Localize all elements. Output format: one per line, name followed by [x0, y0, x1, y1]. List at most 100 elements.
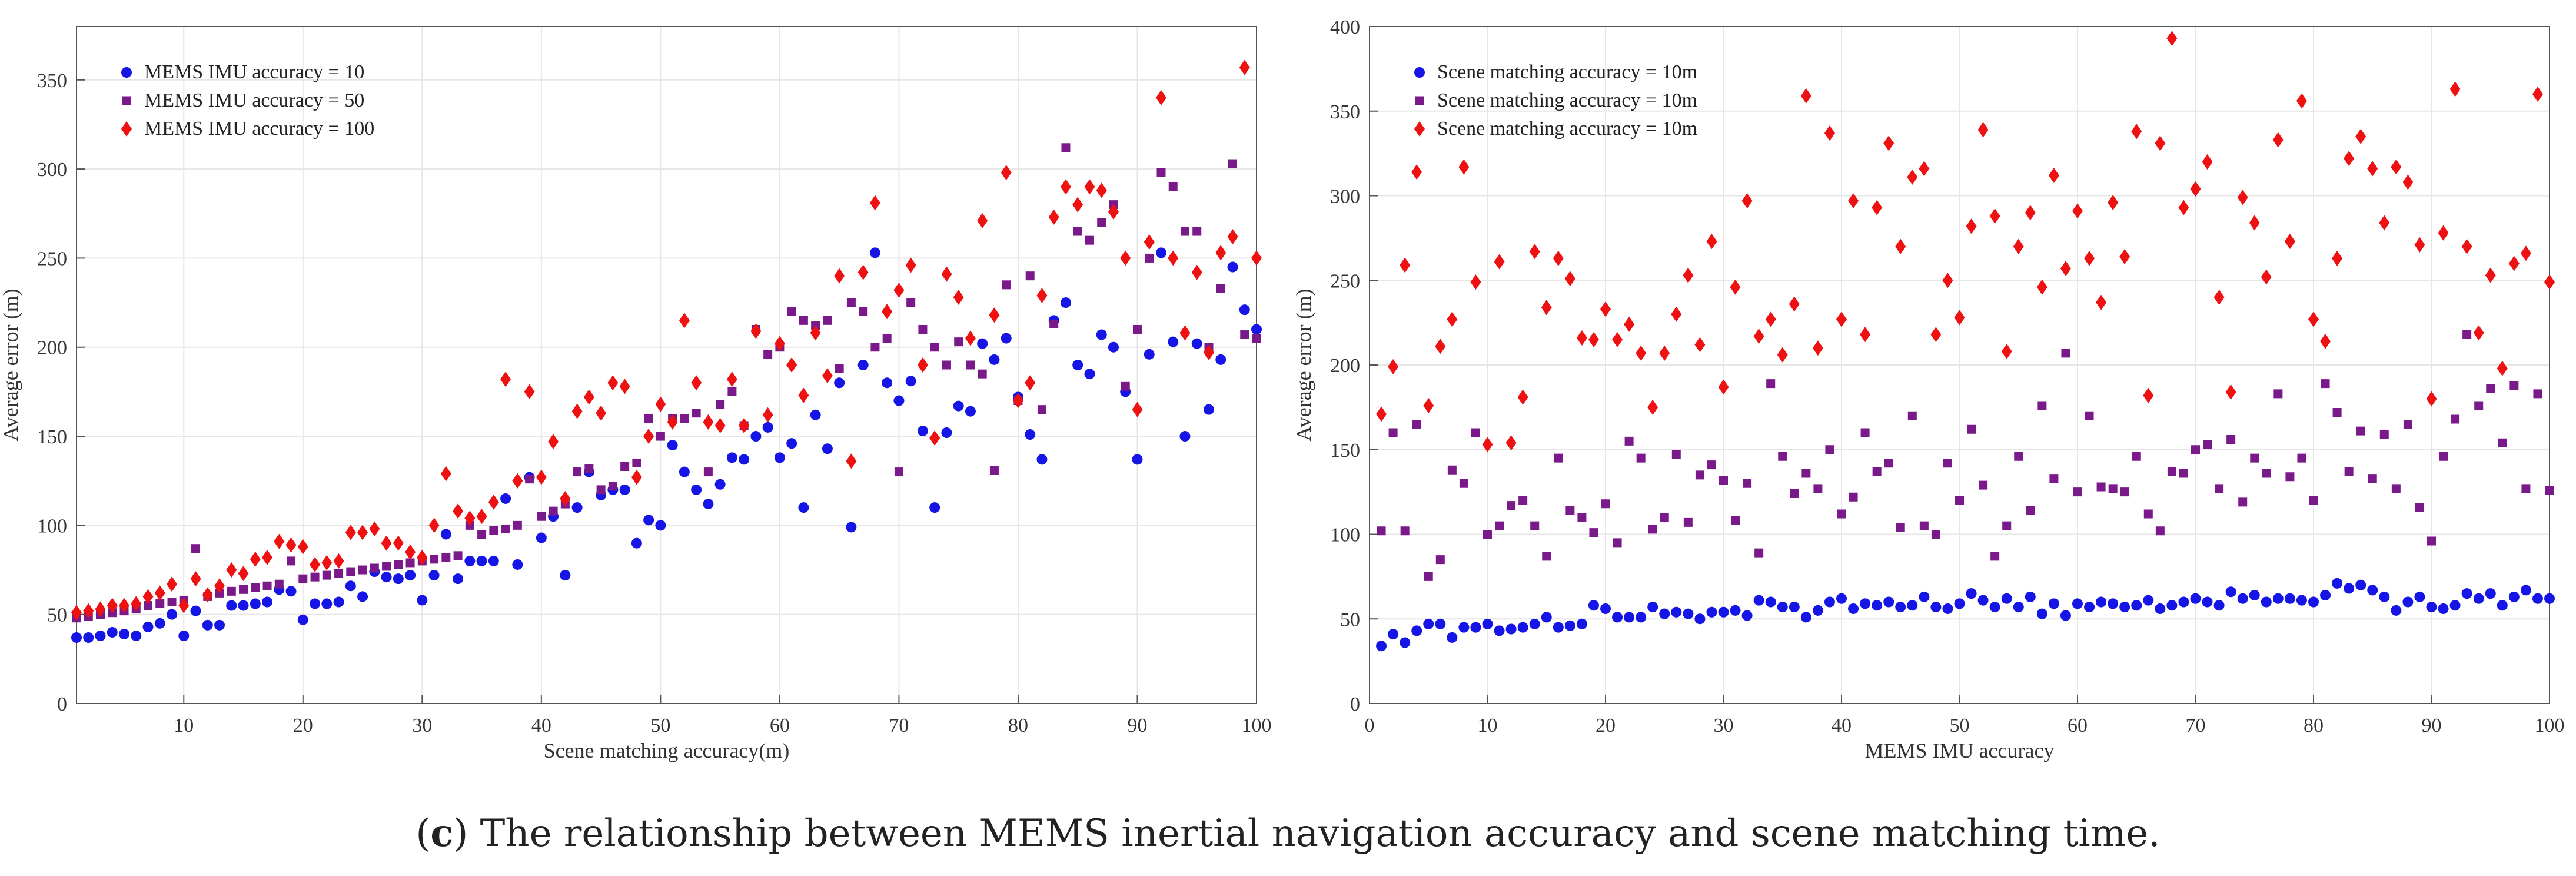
data-point [107, 598, 118, 613]
data-point [1025, 271, 1035, 281]
data-point [2368, 474, 2377, 483]
data-point [488, 495, 499, 510]
data-point [1872, 200, 1883, 215]
data-point [1683, 517, 1693, 527]
data-point [1517, 389, 1528, 405]
data-point [786, 357, 797, 373]
caption-label: c [430, 811, 454, 855]
data-point [131, 596, 142, 612]
data-point [1577, 513, 1587, 522]
data-point [226, 600, 237, 611]
data-point [571, 502, 583, 513]
data-point [1753, 328, 1764, 344]
data-point [859, 307, 868, 316]
data-point [370, 563, 379, 573]
data-point [1741, 610, 1753, 621]
data-point [1156, 168, 1166, 177]
data-point [214, 578, 225, 594]
data-point [1470, 274, 1481, 290]
data-point [298, 574, 308, 583]
data-point [1907, 600, 1918, 611]
data-point [2461, 588, 2472, 599]
data-point [357, 525, 368, 540]
data-point [2237, 593, 2248, 604]
data-point [643, 515, 654, 526]
data-point [1025, 429, 1036, 440]
data-point [1671, 306, 1682, 322]
data-point [1706, 606, 1717, 618]
data-point [1789, 296, 1800, 312]
data-point [1179, 431, 1191, 442]
data-point [1613, 538, 1622, 548]
data-point [2379, 591, 2390, 602]
data-point [2237, 190, 2248, 205]
data-point [2120, 487, 2129, 497]
data-point [1977, 122, 1989, 138]
data-point [917, 425, 928, 436]
data-point [1836, 593, 1847, 604]
data-point [1495, 521, 1504, 530]
data-point [2485, 267, 2496, 283]
data-point [822, 443, 833, 454]
data-point [834, 377, 845, 389]
data-point [1240, 330, 1249, 340]
data-point [1447, 311, 1458, 327]
data-point [2178, 200, 2189, 215]
data-point [1825, 445, 1834, 454]
data-point [929, 502, 940, 513]
data-point [893, 282, 905, 298]
data-point [2367, 585, 2378, 596]
data-point [798, 502, 809, 513]
data-point [525, 474, 534, 484]
data-point [285, 586, 297, 597]
data-point [1423, 618, 1434, 629]
data-point [1447, 465, 1457, 474]
data-point [1576, 330, 1587, 346]
data-point [190, 605, 201, 616]
data-point [536, 469, 547, 485]
data-point [1505, 623, 1517, 635]
data-point [2119, 602, 2130, 613]
data-point [2085, 411, 2094, 420]
data-point [2508, 591, 2520, 602]
data-point [1108, 204, 1119, 220]
data-point [667, 440, 678, 451]
data-point [1215, 245, 1226, 261]
data-point [1930, 602, 1942, 613]
data-point [1203, 404, 1214, 415]
data-point [2202, 154, 2213, 170]
data-point [571, 403, 583, 419]
y-tick-label: 100 [1330, 525, 1360, 546]
charts-canvas: 10 20 30 40 50 60 70 80 90 1000501001502002503003… [0, 16, 2565, 762]
data-point [1647, 399, 1658, 415]
x-tick-label: 20 [1596, 715, 1616, 736]
data-point [1494, 625, 1505, 636]
data-point [1435, 339, 1446, 354]
data-point [2379, 215, 2390, 231]
data-point [1671, 450, 1681, 459]
data-point [1766, 379, 1776, 389]
x-tick-label: 20 [293, 715, 313, 736]
data-point [882, 377, 893, 389]
data-point [2391, 605, 2402, 616]
data-point [2001, 593, 2012, 604]
data-point [2474, 401, 2484, 410]
data-point [608, 482, 617, 491]
data-point [1989, 602, 2000, 613]
y-tick-label: 0 [57, 694, 67, 715]
data-point [1636, 345, 1647, 361]
data-point [250, 551, 261, 567]
data-point [2473, 593, 2484, 604]
data-point [1517, 622, 1528, 633]
data-point [1849, 492, 1858, 502]
data-point [1096, 182, 1107, 198]
data-point [2143, 509, 2153, 519]
data-point [1895, 238, 1906, 254]
data-point [1191, 338, 1202, 349]
data-point [2332, 250, 2343, 266]
data-point [835, 364, 844, 373]
data-point [2026, 506, 2035, 515]
data-point [345, 580, 356, 592]
data-point [1659, 608, 1670, 619]
